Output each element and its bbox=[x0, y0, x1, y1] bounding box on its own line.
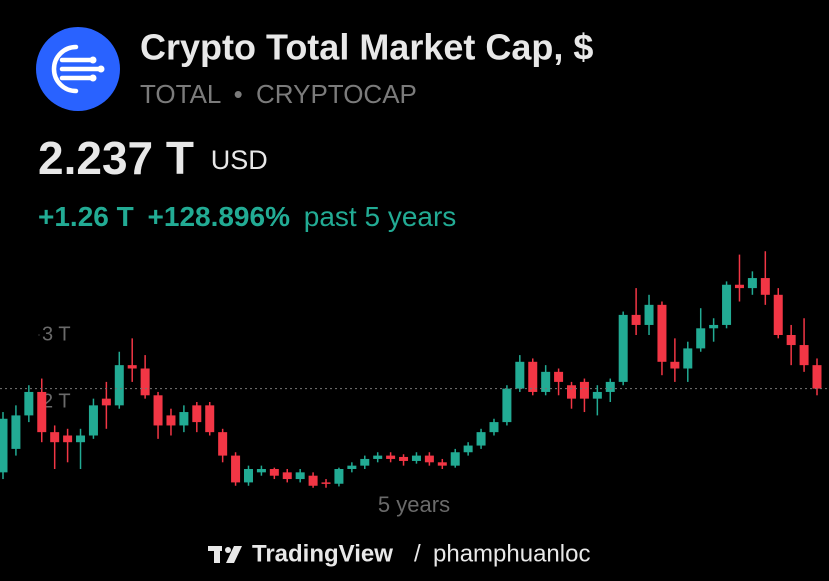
candle-body bbox=[528, 361, 538, 392]
candle-body bbox=[231, 455, 241, 483]
candle-body bbox=[515, 361, 525, 389]
candle-body bbox=[334, 469, 344, 484]
brand: TradingView bbox=[252, 540, 393, 567]
candle-body bbox=[541, 371, 551, 392]
title: Crypto Total Market Cap, $ bbox=[140, 27, 593, 68]
candle-body bbox=[140, 368, 150, 396]
footer: TradingView / phamphuanloc bbox=[208, 540, 590, 567]
candle-body bbox=[567, 385, 577, 399]
change-percent: +128.896% bbox=[148, 201, 291, 232]
candle-body bbox=[114, 365, 124, 406]
candle-body bbox=[579, 381, 589, 399]
candle-body bbox=[799, 345, 809, 366]
candle-body bbox=[321, 482, 331, 484]
candle-body bbox=[618, 314, 628, 382]
candle-body bbox=[489, 422, 499, 433]
plot: 3 T 2 T bbox=[0, 251, 829, 488]
exchange: CRYPTOCAP bbox=[256, 79, 417, 109]
y-tick-label: 3 T bbox=[42, 323, 71, 345]
price-line: 2.237 T USD bbox=[38, 132, 268, 184]
candle-body bbox=[644, 304, 654, 325]
candle-body bbox=[812, 365, 822, 389]
candle-body bbox=[24, 391, 34, 416]
candle-body bbox=[386, 455, 396, 459]
period: past 5 years bbox=[304, 201, 457, 232]
candle-body bbox=[295, 472, 305, 480]
candle-body bbox=[670, 361, 680, 369]
candle-body bbox=[127, 365, 137, 369]
candle-body bbox=[205, 405, 215, 433]
candle-body bbox=[734, 284, 744, 289]
candle-body bbox=[373, 455, 383, 459]
price: 2.237 T bbox=[38, 132, 194, 184]
candle-body bbox=[592, 391, 602, 399]
candle-body bbox=[554, 371, 564, 382]
candle-body bbox=[282, 472, 292, 480]
footer-separator: / bbox=[414, 540, 421, 567]
tv-logo bbox=[208, 546, 242, 563]
candle-body bbox=[243, 469, 253, 483]
candle-body bbox=[696, 328, 706, 349]
candle-body bbox=[347, 465, 357, 469]
symbol: TOTAL bbox=[140, 79, 221, 109]
candle-body bbox=[657, 304, 667, 362]
candle-body bbox=[360, 458, 370, 466]
candle-body bbox=[256, 469, 266, 473]
range-label: 5 years bbox=[378, 492, 450, 517]
username: phamphuanloc bbox=[433, 540, 590, 567]
candle-body bbox=[11, 415, 21, 449]
candle-body bbox=[760, 278, 770, 295]
candle-body bbox=[179, 412, 189, 426]
candle-body bbox=[63, 435, 73, 443]
candle-body bbox=[411, 455, 421, 461]
separator: • bbox=[234, 79, 243, 109]
candle-body bbox=[722, 284, 732, 325]
y-tick-label: 2 T bbox=[42, 390, 71, 412]
candle-body bbox=[50, 432, 60, 443]
symbol-icon bbox=[36, 27, 120, 111]
candle-body bbox=[218, 432, 228, 456]
candle-body bbox=[101, 398, 111, 406]
candle-body bbox=[476, 432, 486, 446]
change: +1.26 T bbox=[38, 201, 134, 232]
candle-body bbox=[450, 452, 460, 466]
candle-body bbox=[88, 405, 98, 436]
candle-body bbox=[424, 455, 434, 463]
candle-body bbox=[463, 445, 473, 453]
candle-body bbox=[269, 469, 279, 476]
candle-body bbox=[399, 456, 409, 461]
candle-body bbox=[166, 415, 176, 426]
candle-body bbox=[773, 294, 783, 335]
candle-body bbox=[502, 388, 512, 423]
candle-body bbox=[605, 381, 615, 392]
currency: USD bbox=[211, 145, 268, 175]
change-line: +1.26 T +128.896% past 5 years bbox=[38, 201, 456, 232]
candle-body bbox=[153, 395, 163, 426]
candle-body bbox=[709, 324, 719, 329]
candle-body bbox=[631, 314, 641, 325]
candle-body bbox=[786, 335, 796, 346]
subtitle: TOTAL • CRYPTOCAP bbox=[140, 79, 417, 109]
candle-body bbox=[747, 278, 757, 289]
candle-body bbox=[683, 348, 693, 369]
candle-body bbox=[37, 391, 47, 433]
candle-body bbox=[437, 462, 447, 466]
candle-body bbox=[192, 405, 202, 423]
candle-body bbox=[76, 435, 86, 443]
candle-body bbox=[0, 418, 8, 473]
candle-body bbox=[308, 475, 318, 486]
